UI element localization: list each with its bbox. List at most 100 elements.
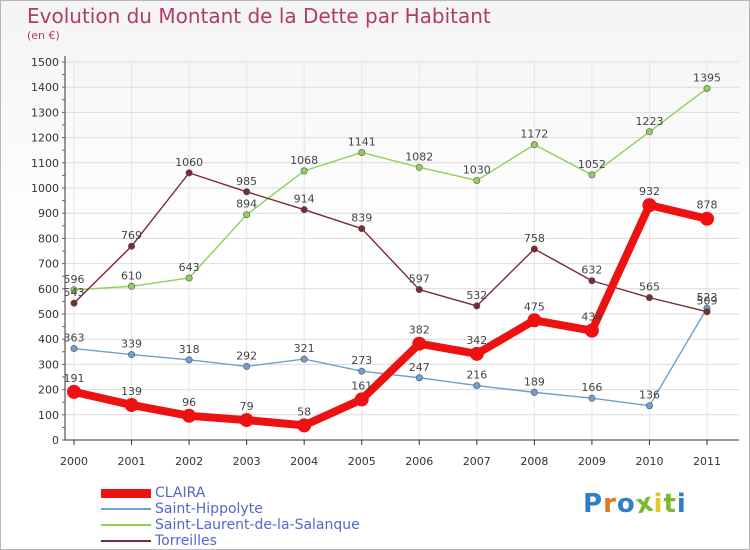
data-label: 878 <box>697 199 718 212</box>
y-tick-label: 1000 <box>31 182 59 195</box>
data-label: 339 <box>121 338 142 351</box>
legend-swatch <box>101 488 151 498</box>
data-label: 79 <box>240 400 254 413</box>
data-label: 1141 <box>348 135 376 148</box>
data-label: 189 <box>524 375 545 388</box>
data-label: 1030 <box>463 163 491 176</box>
data-label: 434 <box>581 311 602 324</box>
data-label: 532 <box>466 289 487 302</box>
y-tick-label: 100 <box>38 409 59 422</box>
data-point <box>588 277 596 285</box>
data-label: 839 <box>351 212 372 225</box>
data-label: 292 <box>236 349 257 362</box>
data-label: 543 <box>64 286 85 299</box>
data-label: 273 <box>351 354 372 367</box>
data-label: 523 <box>697 291 718 304</box>
data-point <box>185 356 193 364</box>
y-tick-label: 0 <box>52 434 59 447</box>
data-point <box>530 388 538 396</box>
data-label: 632 <box>581 264 602 277</box>
data-point <box>297 418 312 433</box>
y-tick-label: 200 <box>38 384 59 397</box>
data-label: 914 <box>294 193 315 206</box>
data-point <box>70 299 78 307</box>
data-label: 1172 <box>520 128 548 141</box>
y-tick-label: 1500 <box>31 56 59 69</box>
data-point <box>67 384 81 399</box>
data-point <box>530 141 538 149</box>
data-point <box>703 84 711 92</box>
chart-title: Evolution du Montant de la Dette par Hab… <box>27 4 491 28</box>
data-label: 597 <box>409 273 430 286</box>
data-point <box>243 211 251 219</box>
data-point <box>70 345 78 353</box>
data-point <box>70 286 78 294</box>
data-point <box>415 374 423 382</box>
data-point <box>530 245 538 253</box>
x-tick-label: 2009 <box>578 455 606 468</box>
y-tick-label: 500 <box>38 308 59 321</box>
x-tick-label: 2001 <box>118 455 146 468</box>
data-point <box>527 313 542 328</box>
data-point <box>358 367 366 375</box>
data-point <box>588 171 596 179</box>
data-point <box>354 392 369 407</box>
x-tick-label: 2004 <box>290 455 318 468</box>
data-point <box>645 128 653 136</box>
data-label: 643 <box>179 261 200 274</box>
data-point <box>239 413 254 428</box>
data-point <box>412 336 427 351</box>
data-point <box>182 408 197 423</box>
y-tick-label: 1200 <box>31 132 59 145</box>
data-point <box>243 188 251 196</box>
data-label: 161 <box>351 379 372 392</box>
y-tick-label: 900 <box>38 207 59 220</box>
y-tick-label: 700 <box>38 258 59 271</box>
data-label: 932 <box>639 185 660 198</box>
legend-label: Saint-Laurent-de-la-Salanque <box>155 517 360 533</box>
data-label: 342 <box>466 334 487 347</box>
legend-label: CLAIRA <box>155 485 206 501</box>
data-point <box>124 397 139 412</box>
data-label: 363 <box>64 332 85 345</box>
x-tick-label: 2010 <box>635 455 663 468</box>
data-label: 1068 <box>290 154 318 167</box>
data-label: 509 <box>697 295 718 308</box>
data-label: 769 <box>121 229 142 242</box>
data-point <box>300 355 308 363</box>
data-label: 758 <box>524 232 545 245</box>
data-point <box>473 302 481 310</box>
x-tick-label: 2006 <box>405 455 433 468</box>
data-label: 136 <box>639 389 660 402</box>
data-point <box>415 163 423 171</box>
data-label: 985 <box>236 175 257 188</box>
y-tick-label: 800 <box>38 232 59 245</box>
data-point <box>358 148 366 156</box>
x-tick-label: 2011 <box>693 455 721 468</box>
data-label: 166 <box>581 381 602 394</box>
data-point <box>645 402 653 410</box>
series-line-claira <box>70 201 711 430</box>
data-label: 1060 <box>175 156 203 169</box>
y-tick-label: 300 <box>38 358 59 371</box>
x-tick-label: 2005 <box>348 455 376 468</box>
legend-label: Torreilles <box>155 533 217 549</box>
data-point <box>645 294 653 302</box>
x-tick-label: 2003 <box>233 455 261 468</box>
legend-swatch <box>101 540 151 542</box>
data-point <box>469 346 484 361</box>
data-point <box>588 394 596 402</box>
series-line-saint-laurent-de-la-salanque <box>73 87 708 291</box>
y-tick-label: 1100 <box>31 157 59 170</box>
data-label: 596 <box>64 273 85 286</box>
data-label: 58 <box>297 405 311 418</box>
data-point <box>300 167 308 175</box>
data-point <box>700 211 714 226</box>
data-label: 610 <box>121 269 142 282</box>
y-tick-label: 1400 <box>31 81 59 94</box>
data-point <box>642 198 657 213</box>
proxiti-logo: Proxiti <box>583 487 687 521</box>
data-label: 96 <box>182 396 196 409</box>
